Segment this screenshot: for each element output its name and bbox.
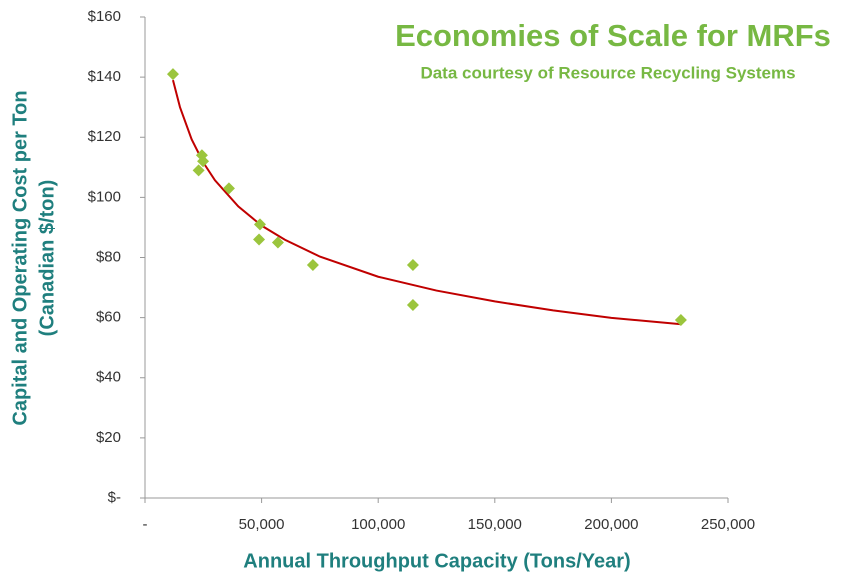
data-point xyxy=(271,236,284,249)
y-tick-label: $160 xyxy=(88,8,121,25)
x-tick-label: 250,000 xyxy=(701,516,755,533)
data-point xyxy=(192,164,205,177)
chart-subtitle: Data courtesy of Resource Recycling Syst… xyxy=(420,63,795,82)
y-tick-label: $100 xyxy=(88,188,121,205)
y-axis-label: (Canadian $/ton) xyxy=(36,180,58,337)
data-point xyxy=(674,314,687,327)
data-point xyxy=(253,218,266,231)
y-tick-label: $80 xyxy=(96,248,121,265)
y-axis-label: Capital and Operating Cost per Ton xyxy=(9,90,31,425)
data-point xyxy=(166,68,179,81)
data-point xyxy=(197,155,210,168)
y-tick-label: $60 xyxy=(96,309,121,326)
data-point xyxy=(222,182,235,195)
x-tick-label: 100,000 xyxy=(351,516,405,533)
y-tick-label: $120 xyxy=(88,128,121,145)
data-point xyxy=(406,298,419,311)
x-axis-label: Annual Throughput Capacity (Tons/Year) xyxy=(243,550,630,572)
y-tick-label: $40 xyxy=(96,369,121,386)
data-point xyxy=(306,259,319,272)
x-tick-label: 150,000 xyxy=(468,516,522,533)
y-tick-label: $- xyxy=(108,489,121,506)
x-tick-label: 200,000 xyxy=(584,516,638,533)
data-point xyxy=(406,259,419,272)
y-tick-label: $20 xyxy=(96,429,121,446)
x-tick-label: - xyxy=(143,516,148,533)
chart-title: Economies of Scale for MRFs xyxy=(395,18,831,53)
y-tick-label: $140 xyxy=(88,68,121,85)
x-tick-label: 50,000 xyxy=(239,516,285,533)
trendline xyxy=(172,79,682,326)
data-point xyxy=(253,233,266,246)
